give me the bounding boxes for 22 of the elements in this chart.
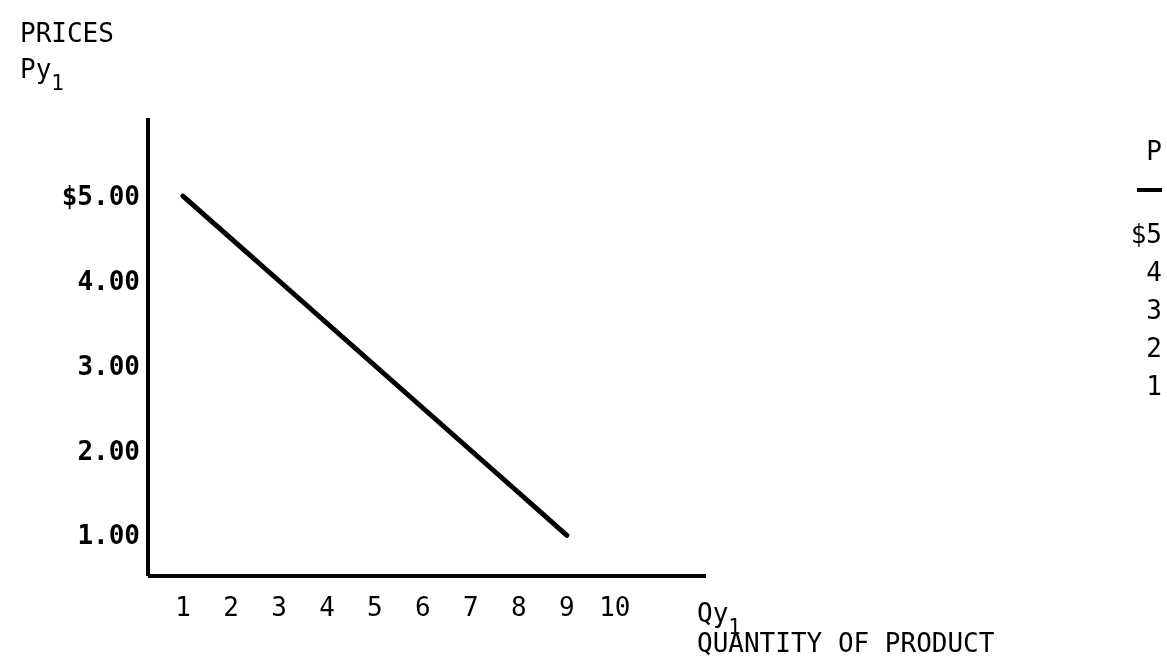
y-tick-label: 4.00 [77,265,140,296]
y-tick-label: $5.00 [61,181,140,212]
text: 4 [1146,257,1162,287]
x-tick-label: 3 [271,592,287,622]
y-tick-label: 1.00 [77,520,140,551]
y-tick-label: 2.00 [77,435,140,466]
x-tick-label: 1 [175,592,191,622]
x-tick-label: 4 [319,592,335,622]
x-tick-label: 6 [415,592,431,622]
x-tick-label: 9 [559,592,575,622]
y-tick-label: 3.00 [77,350,140,381]
y-axis-title: PRICES Py$_{1}$ [20,18,114,95]
x-tick-label: 5 [367,592,383,622]
text: 1 [1146,371,1162,401]
x-tick-label: 2 [223,592,239,622]
text: $5 [1130,219,1162,249]
text: 2 [1146,333,1162,363]
text: P [1146,136,1162,166]
x-tick-label: 8 [511,592,527,622]
text: 3 [1146,295,1162,325]
x-tick-label: 10 [599,592,631,622]
x-tick-label: 7 [463,592,479,622]
